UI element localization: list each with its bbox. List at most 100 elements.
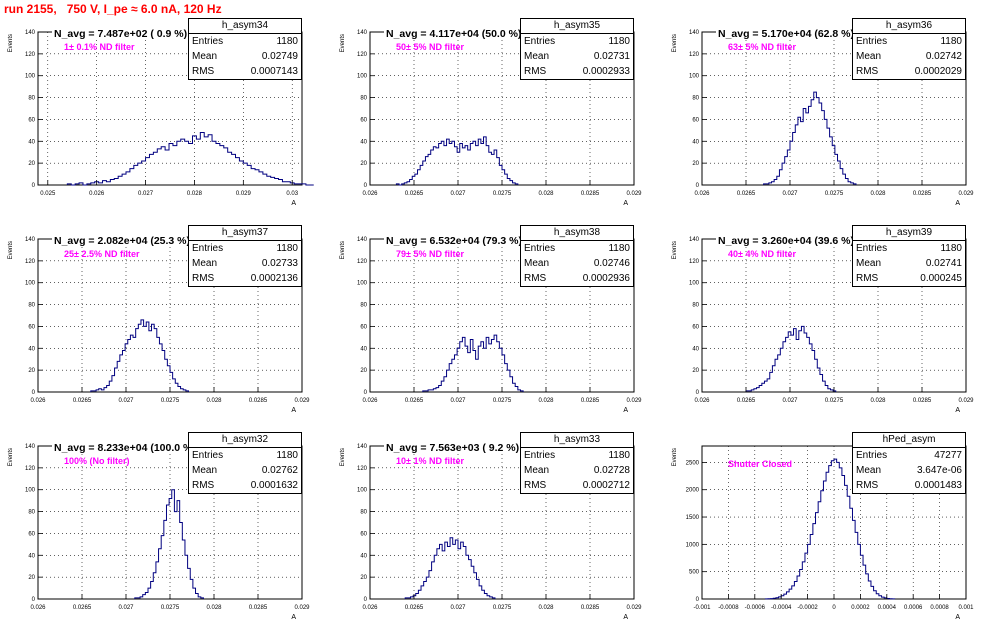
stats-row-mean: Mean 0.02746 <box>521 256 633 271</box>
stats-value-rms: 0.0002136 <box>250 273 298 284</box>
x-tick-label: 0.028 <box>870 398 886 404</box>
navg-label: N_avg = 4.117e+04 (50.0 %) <box>384 28 524 40</box>
y-tick-label: 0 <box>696 183 700 189</box>
y-tick-label: 120 <box>357 52 368 58</box>
stats-label-mean: Mean <box>192 258 218 269</box>
navg-label: N_avg = 3.260e+04 (39.6 %) <box>716 235 857 247</box>
y-tick-label: 80 <box>28 303 35 309</box>
histogram-panel-h_asym37: 0.026 0.0265 0.027 0.0275 0.028 0.0285 0.029 0 2… <box>0 221 332 428</box>
stats-box: h_asym33 Entries 1180 Mean 0.02728 RMS 0.00027… <box>520 432 634 494</box>
stats-row-entries: Entries 1180 <box>189 34 301 49</box>
y-tick-label: 40 <box>28 346 35 352</box>
stats-value-mean: 3.647e-06 <box>916 465 962 476</box>
y-axis-label: Events <box>672 241 678 259</box>
x-tick-label: 0.026 <box>30 398 46 404</box>
filter-annotation: 63± 5% ND filter <box>728 42 796 52</box>
y-tick-label: 0 <box>32 390 36 396</box>
stats-value-rms: 0.0002712 <box>582 480 630 491</box>
stats-label-entries: Entries <box>856 243 888 254</box>
x-tick-label: 0.0002 <box>851 605 870 611</box>
y-tick-label: 120 <box>25 52 36 58</box>
histogram-line <box>404 537 496 599</box>
x-tick-label: 0.027 <box>118 398 134 404</box>
x-tick-label: 0.0275 <box>493 191 512 197</box>
stats-row-mean: Mean 0.02731 <box>521 49 633 64</box>
stats-box: h_asym37 Entries 1180 Mean 0.02733 RMS 0.00021… <box>188 225 302 287</box>
y-tick-label: 100 <box>689 74 700 80</box>
navg-label: N_avg = 7.487e+02 ( 0.9 %) <box>52 28 190 40</box>
x-tick-label: 0.029 <box>958 398 974 404</box>
stats-label-mean: Mean <box>524 51 550 62</box>
y-axis-label: Events <box>8 34 14 52</box>
stats-row-entries: Entries 1180 <box>189 241 301 256</box>
y-tick-label: 20 <box>360 575 367 581</box>
x-tick-label: -0.0008 <box>718 605 739 611</box>
navg-label: N_avg = 6.532e+04 (79.3 %) <box>384 235 525 247</box>
y-tick-label: 140 <box>25 30 36 36</box>
stats-label-entries: Entries <box>192 450 224 461</box>
histogram-panel-h_asym38: 0.026 0.0265 0.027 0.0275 0.028 0.0285 0.029 0 2… <box>332 221 664 428</box>
stats-label-mean: Mean <box>856 258 882 269</box>
histogram-line <box>90 319 189 392</box>
x-tick-label: 0.029 <box>626 605 642 611</box>
x-tick-label: 0.029 <box>294 605 310 611</box>
histogram-panel-hPed_asym: -0.001 -0.0008 -0.0006 -0.0004 -0.0002 0 0.000… <box>664 428 996 635</box>
navg-label: N_avg = 8.233e+04 (100.0 %) <box>52 442 198 454</box>
stats-label-rms: RMS <box>192 66 215 77</box>
stats-label-rms: RMS <box>856 66 879 77</box>
stats-value-rms: 0.0001632 <box>250 480 298 491</box>
stats-value-entries: 1180 <box>940 243 962 254</box>
x-tick-label: 0.028 <box>538 605 554 611</box>
histogram-panel-h_asym35: 0.026 0.0265 0.027 0.0275 0.028 0.0285 0.029 0 2… <box>332 14 664 221</box>
histogram-name: h_asym33 <box>521 433 633 448</box>
stats-label-mean: Mean <box>524 465 550 476</box>
y-tick-label: 500 <box>689 570 700 576</box>
x-axis-label: A <box>291 407 296 414</box>
stats-label-mean: Mean <box>856 51 882 62</box>
histogram-line <box>422 334 524 392</box>
stats-value-rms: 0.0002029 <box>914 66 962 77</box>
x-tick-label: 0.0265 <box>73 398 92 404</box>
stats-label-entries: Entries <box>192 243 224 254</box>
x-tick-label: 0.0275 <box>493 605 512 611</box>
y-tick-label: 0 <box>696 390 700 396</box>
stats-row-rms: RMS 0.0002029 <box>853 64 965 79</box>
y-tick-label: 80 <box>28 510 35 516</box>
y-tick-label: 60 <box>360 117 367 123</box>
x-axis-label: A <box>955 200 960 207</box>
stats-label-rms: RMS <box>524 273 547 284</box>
stats-label-mean: Mean <box>192 51 218 62</box>
stats-row-mean: Mean 0.02749 <box>189 49 301 64</box>
y-tick-label: 100 <box>25 488 36 494</box>
y-tick-label: 60 <box>360 324 367 330</box>
x-tick-label: 0.0285 <box>249 605 268 611</box>
filter-annotation: 100% (No filter) <box>64 456 130 466</box>
y-tick-label: 60 <box>692 324 699 330</box>
x-tick-label: 0.027 <box>782 191 798 197</box>
x-tick-label: 0.029 <box>626 398 642 404</box>
y-tick-label: 40 <box>360 346 367 352</box>
x-axis-label: A <box>955 407 960 414</box>
stats-box: h_asym35 Entries 1180 Mean 0.02731 RMS 0.00029… <box>520 18 634 80</box>
y-tick-label: 80 <box>360 303 367 309</box>
x-tick-label: 0.029 <box>958 191 974 197</box>
y-tick-label: 20 <box>360 368 367 374</box>
x-tick-label: 0.027 <box>450 191 466 197</box>
x-tick-label: -0.001 <box>693 605 711 611</box>
stats-value-mean: 0.02733 <box>261 258 298 269</box>
y-tick-label: 20 <box>692 161 699 167</box>
x-tick-label: 0.026 <box>362 191 378 197</box>
y-tick-label: 100 <box>25 281 36 287</box>
stats-value-entries: 1180 <box>276 36 298 47</box>
y-tick-label: 2000 <box>686 488 700 494</box>
y-tick-label: 40 <box>360 553 367 559</box>
y-tick-label: 0 <box>364 183 368 189</box>
histogram-panel-h_asym34: 0.025 0.026 0.027 0.028 0.029 0.03 0 20 40 60 80 10… <box>0 14 332 221</box>
y-tick-label: 140 <box>357 444 368 450</box>
x-tick-label: -0.0004 <box>771 605 792 611</box>
y-tick-label: 100 <box>357 488 368 494</box>
stats-row-rms: RMS 0.0002712 <box>521 478 633 493</box>
y-tick-label: 140 <box>357 30 368 36</box>
y-tick-label: 120 <box>689 52 700 58</box>
x-tick-label: -0.0006 <box>745 605 766 611</box>
